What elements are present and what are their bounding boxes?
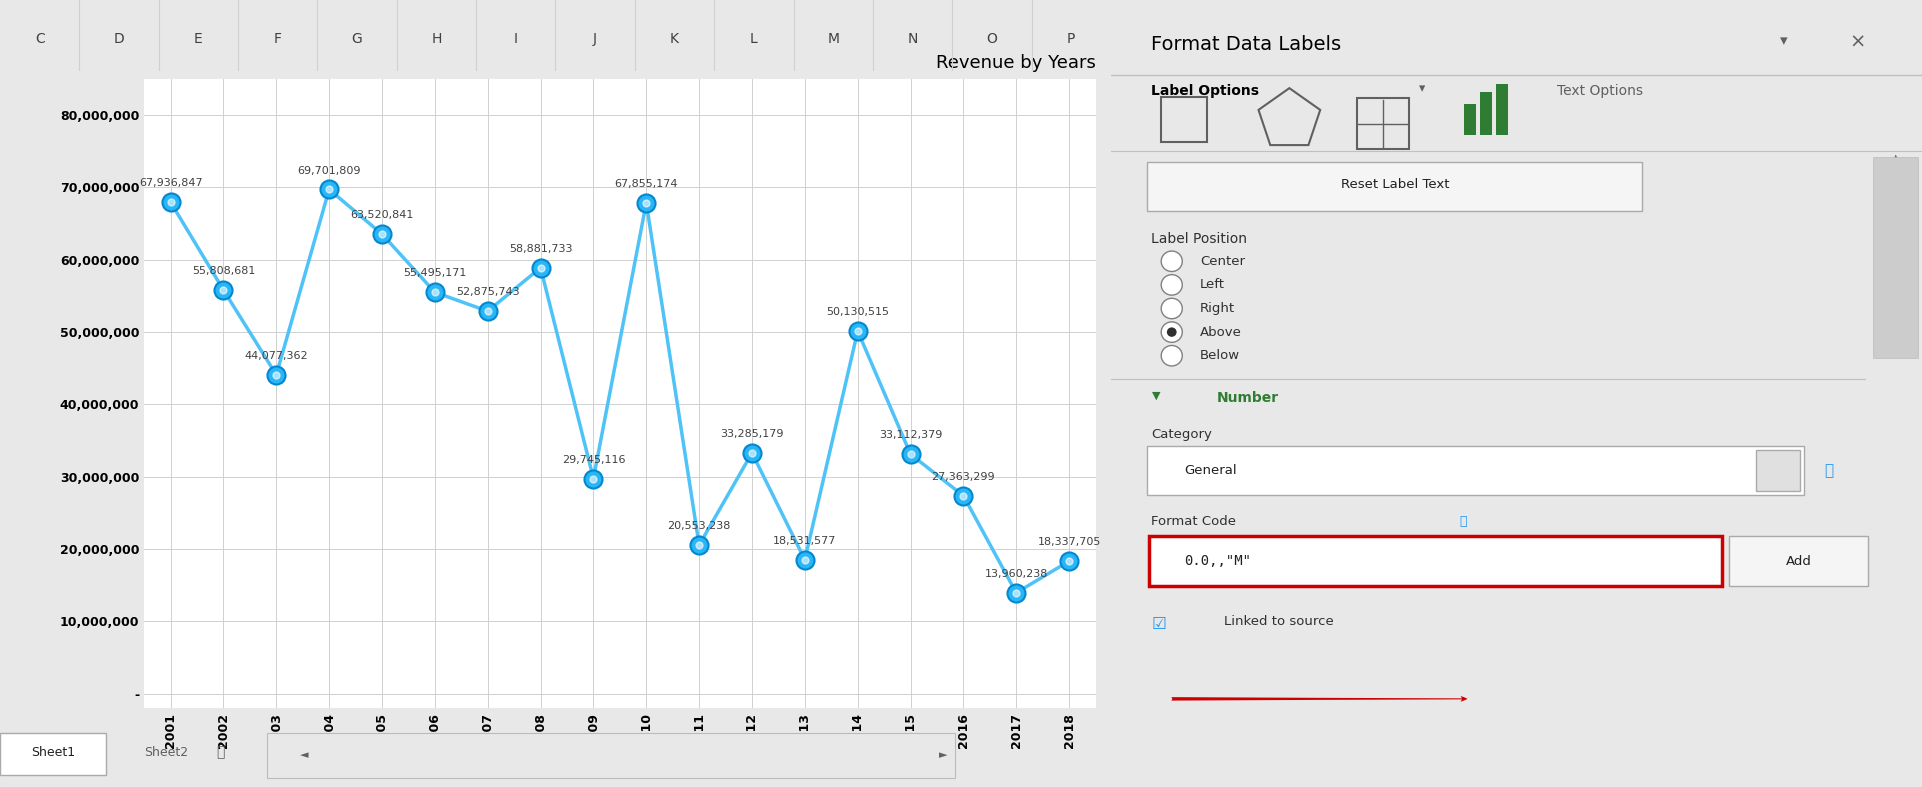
Text: Add: Add xyxy=(1786,555,1812,567)
Text: 29,745,116: 29,745,116 xyxy=(561,455,625,464)
Text: N: N xyxy=(907,32,917,46)
Text: Reset Label Text: Reset Label Text xyxy=(1340,179,1449,191)
Text: J: J xyxy=(594,32,598,46)
Text: F: F xyxy=(273,32,283,46)
FancyBboxPatch shape xyxy=(1874,157,1918,358)
Circle shape xyxy=(1161,275,1182,295)
Circle shape xyxy=(1161,345,1182,366)
Text: ◄: ◄ xyxy=(300,751,308,760)
Text: ▼: ▼ xyxy=(1151,391,1161,401)
Text: 0.0,,"M": 0.0,,"M" xyxy=(1184,554,1251,568)
FancyBboxPatch shape xyxy=(1147,446,1805,495)
Text: L: L xyxy=(750,32,757,46)
Text: ▾: ▾ xyxy=(1418,83,1426,96)
Text: 55,808,681: 55,808,681 xyxy=(192,266,256,276)
Text: ➕: ➕ xyxy=(217,745,225,759)
Text: 55,495,171: 55,495,171 xyxy=(404,268,467,279)
Text: Number: Number xyxy=(1217,391,1278,405)
Text: 18,337,705: 18,337,705 xyxy=(1038,538,1101,547)
Text: Label Options: Label Options xyxy=(1151,84,1259,98)
Text: 63,520,841: 63,520,841 xyxy=(350,210,413,220)
Text: E: E xyxy=(194,32,202,46)
Circle shape xyxy=(1161,251,1182,272)
Text: ▼: ▼ xyxy=(1891,345,1899,355)
Text: ⓘ: ⓘ xyxy=(1459,515,1466,529)
Text: 20,553,238: 20,553,238 xyxy=(667,521,730,531)
Circle shape xyxy=(1161,298,1182,319)
Text: Sheet2: Sheet2 xyxy=(144,746,188,759)
Text: General: General xyxy=(1184,464,1236,477)
FancyBboxPatch shape xyxy=(1149,536,1722,586)
Text: Format Code: Format Code xyxy=(1151,515,1236,529)
Text: ▾: ▾ xyxy=(1774,464,1782,478)
Text: Below: Below xyxy=(1199,349,1240,362)
Circle shape xyxy=(1167,327,1176,337)
FancyBboxPatch shape xyxy=(1465,104,1476,135)
Text: 58,881,733: 58,881,733 xyxy=(509,244,573,254)
Text: 18,531,577: 18,531,577 xyxy=(773,536,836,546)
Text: ▾: ▾ xyxy=(1780,33,1787,48)
Text: H: H xyxy=(431,32,442,46)
Text: Text Options: Text Options xyxy=(1557,84,1643,98)
Text: ☑: ☑ xyxy=(1151,615,1167,634)
Text: G: G xyxy=(352,32,363,46)
Text: 69,701,809: 69,701,809 xyxy=(298,165,361,176)
Text: ⓘ: ⓘ xyxy=(1824,463,1834,478)
Circle shape xyxy=(1161,322,1182,342)
Text: K: K xyxy=(671,32,678,46)
Text: Label Position: Label Position xyxy=(1151,232,1247,246)
Text: Sheet1: Sheet1 xyxy=(31,746,75,759)
Text: 13,960,238: 13,960,238 xyxy=(984,569,1047,579)
Text: Revenue by Years: Revenue by Years xyxy=(936,54,1096,72)
Text: Above: Above xyxy=(1199,326,1242,338)
Text: Linked to source: Linked to source xyxy=(1224,615,1334,629)
Text: ▲: ▲ xyxy=(1891,153,1899,162)
Text: I: I xyxy=(513,32,517,46)
FancyBboxPatch shape xyxy=(1147,162,1641,211)
Text: C: C xyxy=(35,32,44,46)
Text: Right: Right xyxy=(1199,302,1236,315)
Text: 67,855,174: 67,855,174 xyxy=(615,179,678,189)
Text: M: M xyxy=(826,32,840,46)
Text: 33,285,179: 33,285,179 xyxy=(721,429,784,439)
Text: 27,363,299: 27,363,299 xyxy=(932,472,996,482)
Text: P: P xyxy=(1067,32,1076,46)
FancyBboxPatch shape xyxy=(1480,92,1491,135)
Text: 50,130,515: 50,130,515 xyxy=(826,307,890,317)
Text: Center: Center xyxy=(1199,255,1245,268)
Text: D: D xyxy=(113,32,125,46)
FancyBboxPatch shape xyxy=(1730,536,1868,586)
Text: 67,936,847: 67,936,847 xyxy=(138,179,202,188)
Text: O: O xyxy=(986,32,998,46)
Text: ×: × xyxy=(1849,33,1864,52)
Text: Left: Left xyxy=(1199,279,1224,291)
Text: ►: ► xyxy=(938,751,948,760)
Text: Category: Category xyxy=(1151,428,1213,442)
FancyBboxPatch shape xyxy=(1755,450,1801,491)
FancyBboxPatch shape xyxy=(1495,84,1509,135)
Text: Format Data Labels: Format Data Labels xyxy=(1151,35,1342,54)
FancyBboxPatch shape xyxy=(0,733,106,775)
FancyBboxPatch shape xyxy=(267,733,955,778)
Text: 33,112,379: 33,112,379 xyxy=(878,430,942,440)
Text: 52,875,743: 52,875,743 xyxy=(456,287,519,297)
Text: 44,077,362: 44,077,362 xyxy=(244,351,308,361)
